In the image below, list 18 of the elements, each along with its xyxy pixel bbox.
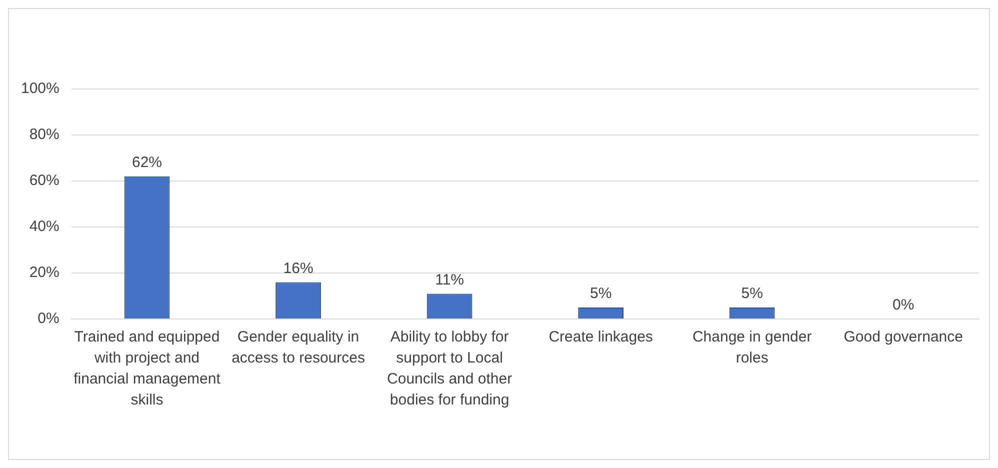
y-tick-label: 100%	[20, 80, 60, 98]
data-label: 0%	[892, 296, 914, 314]
data-label: 5%	[741, 285, 763, 302]
data-label: 11%	[435, 271, 464, 288]
x-tick-label: Good governance	[844, 328, 963, 346]
x-tick-label: Change in gender roles	[692, 328, 812, 367]
x-tick-label: Gender equality in access to resources	[232, 328, 365, 367]
x-tick-label: Ability to lobby for support to Local Councils and other bodies for funding	[387, 328, 512, 409]
y-tick-label: 20%	[29, 264, 60, 282]
y-tick-label: 80%	[29, 126, 60, 144]
data-label: 62%	[132, 154, 162, 172]
y-tick-label: 40%	[29, 218, 60, 236]
data-label: 16%	[283, 260, 314, 277]
y-tick-label: 60%	[29, 172, 60, 190]
x-tick-label: Trained and equipped with project and financial management skills	[74, 328, 222, 409]
x-tick-label: Create linkages	[548, 328, 653, 346]
y-tick-label: 0%	[38, 310, 60, 328]
data-label: 5%	[590, 285, 612, 302]
